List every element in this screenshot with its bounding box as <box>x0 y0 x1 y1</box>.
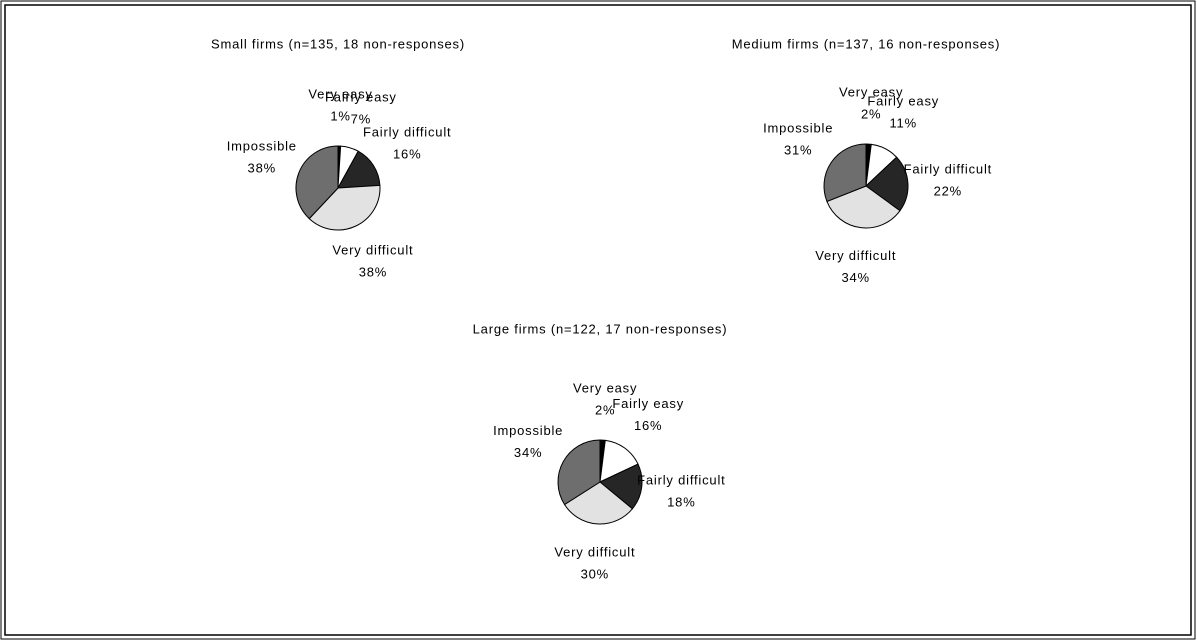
slice-value-label: 31% <box>784 142 812 157</box>
slice-value-label: 34% <box>514 445 542 460</box>
slice-label: Fairly difficult <box>904 161 992 176</box>
slice-label: Fairly difficult <box>363 124 451 139</box>
slice-label: Fairly easy <box>867 93 939 108</box>
slice-label: Very easy <box>308 86 372 101</box>
slice-label: Fairly easy <box>325 90 397 105</box>
pie-slice <box>563 481 634 525</box>
chart-title: Large firms (n=122, 17 non-responses) <box>473 321 728 336</box>
slice-value-label: 16% <box>393 146 421 161</box>
inner-frame <box>4 4 1192 636</box>
slice-label: Very easy <box>839 85 903 100</box>
pie-slice <box>599 463 643 510</box>
pie-slice <box>308 184 381 231</box>
slice-label: Very difficult <box>332 243 413 258</box>
slice-label: Very difficult <box>554 544 635 559</box>
slice-value-label: 30% <box>581 566 609 581</box>
slice-label: Very easy <box>573 381 637 396</box>
slice-value-label: 18% <box>667 495 695 510</box>
chart-title: Small firms (n=135, 18 non-responses) <box>211 36 465 51</box>
slice-value-label: 38% <box>248 160 276 175</box>
slice-value-label: 7% <box>351 112 371 127</box>
slice-label: Impossible <box>763 120 833 135</box>
pie-slice <box>557 439 601 506</box>
pie-slice <box>823 143 867 203</box>
slice-value-label: 34% <box>842 270 870 285</box>
slice-label: Impossible <box>493 423 563 438</box>
chart-title: Medium firms (n=137, 16 non-responses) <box>732 36 1000 51</box>
slice-label: Fairly easy <box>612 396 684 411</box>
pie-slice <box>865 156 909 212</box>
slice-value-label: 1% <box>330 108 350 123</box>
slice-label: Very difficult <box>815 248 896 263</box>
pie-slice <box>826 185 901 229</box>
slice-value-label: 2% <box>861 107 881 122</box>
slice-value-label: 11% <box>889 115 916 130</box>
slice-label: Fairly difficult <box>637 473 725 488</box>
slice-label: Impossible <box>227 138 297 153</box>
slice-value-label: 38% <box>359 265 387 280</box>
slice-value-label: 22% <box>934 183 962 198</box>
slice-value-label: 16% <box>634 418 662 433</box>
pie-slice <box>295 145 339 220</box>
slice-value-label: 2% <box>595 403 615 418</box>
